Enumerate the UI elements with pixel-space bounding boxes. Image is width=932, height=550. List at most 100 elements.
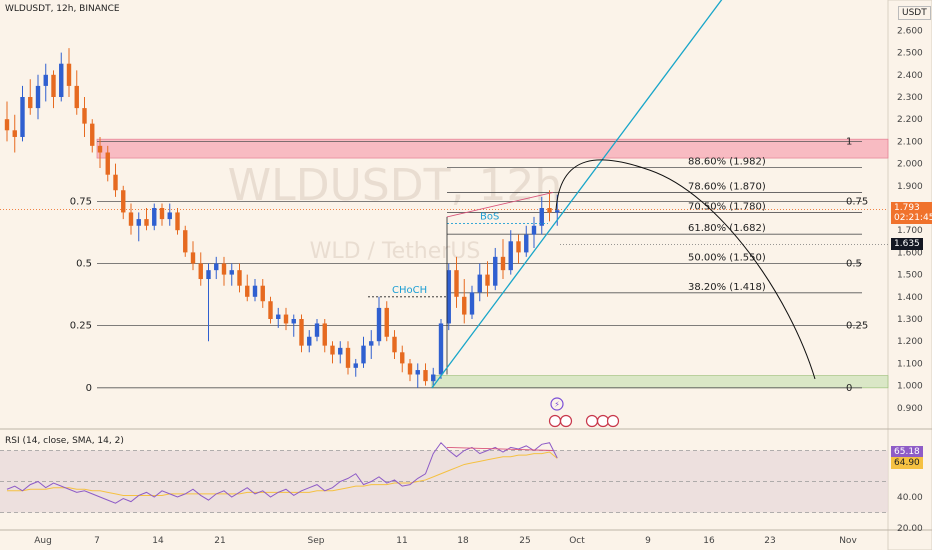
fib-right-label-3: 0.75	[846, 196, 868, 207]
fib-left-label-9: 0	[86, 383, 92, 394]
candle-body-67	[524, 234, 529, 253]
price-tick-3: 2.300	[897, 93, 923, 103]
price-tick-14: 1.200	[897, 337, 923, 347]
current-price-value: 1.793	[894, 203, 920, 213]
candle-body-35	[276, 314, 281, 319]
candle-body-19	[152, 208, 157, 226]
current-price-tag: 1.793 02:21:45	[891, 202, 932, 224]
time-label-4: Sep	[308, 536, 325, 546]
candle-body-46	[361, 345, 366, 364]
candle-body-12	[97, 145, 103, 153]
candle-body-44	[345, 347, 351, 368]
rsi-value-tag: 65.18	[891, 446, 923, 458]
candle-body-10	[82, 108, 87, 124]
candle-body-63	[493, 256, 498, 286]
price-tick-9: 1.700	[897, 226, 923, 236]
time-label-6: 18	[457, 536, 469, 546]
candle-body-51	[400, 352, 405, 364]
candle-body-2	[20, 97, 25, 137]
candle-body-20	[159, 208, 165, 220]
candle-body-8	[66, 63, 72, 86]
candle-body-59	[462, 296, 467, 315]
price-tick-16: 1.000	[897, 382, 923, 392]
watermark-main: WLDUSDT, 12h	[228, 160, 563, 211]
supply-zone	[96, 138, 889, 159]
candle-body-14	[113, 174, 118, 191]
price-tick-2: 2.400	[897, 71, 923, 81]
candle-body-47	[369, 341, 374, 346]
fib-left-label-3: 0.75	[70, 196, 92, 207]
time-label-0: Aug	[34, 536, 52, 546]
fib-right-label-8: 0.25	[846, 321, 868, 332]
candle-body-52	[407, 363, 413, 375]
fib-text-5: 61.80% (1.682)	[688, 223, 766, 234]
candle-body-70	[547, 208, 552, 213]
candle-body-69	[539, 208, 544, 226]
candle-body-18	[144, 219, 149, 226]
candle-body-62	[485, 274, 490, 286]
time-label-10: 16	[703, 536, 715, 546]
candle-body-16	[128, 212, 134, 226]
candle-body-0	[4, 119, 10, 131]
rsi-tick-2: 20.00	[897, 524, 923, 534]
price-tick-0: 2.600	[897, 26, 923, 36]
candle-body-17	[136, 219, 141, 226]
candle-body-23	[183, 230, 188, 253]
rsi-divergence-line	[446, 446, 554, 451]
rsi-sma-line	[7, 451, 558, 496]
price-tick-17: 0.900	[897, 404, 923, 414]
watermark-sub: WLD / TetherUS	[310, 239, 481, 264]
candle-body-71	[555, 210, 560, 213]
candle-body-5	[43, 74, 48, 86]
candle-body-25	[198, 263, 203, 280]
wedge-top-line	[446, 192, 554, 218]
candle-body-4	[35, 85, 41, 109]
candle-body-13	[105, 152, 110, 175]
candle-body-66	[516, 241, 521, 253]
candle-body-15	[121, 190, 126, 213]
candle-body-30	[237, 270, 242, 286]
price-tick-4: 2.200	[897, 115, 923, 125]
demand-zone	[431, 375, 889, 389]
uptrend-line	[431, 0, 723, 389]
candle-body-68	[531, 225, 537, 235]
symbol-title: WLDUSDT, 12h, BINANCE	[5, 4, 120, 14]
price-tick-7: 1.900	[897, 182, 923, 192]
choch-label: CHoCH	[392, 285, 427, 296]
candle-body-48	[376, 307, 382, 342]
candle-body-54	[423, 370, 428, 382]
price-tick-5: 2.100	[897, 137, 923, 147]
fib-text-6: 50.00% (1.550)	[688, 253, 766, 264]
lightning-glyph-icon: ⚡	[554, 400, 560, 409]
fib-text-2: 78.60% (1.870)	[688, 181, 766, 192]
candle-body-31	[245, 285, 250, 297]
candle-body-29	[229, 270, 234, 275]
candle-body-43	[338, 347, 343, 355]
candle-body-1	[12, 130, 17, 137]
candle-body-61	[477, 274, 482, 293]
price-tick-15: 1.100	[897, 359, 923, 369]
candle-body-64	[500, 256, 506, 271]
candle-body-28	[221, 263, 227, 275]
price-tick-12: 1.400	[897, 293, 923, 303]
candle-body-53	[415, 370, 420, 375]
price-tick-6: 2.000	[897, 160, 923, 170]
price-tick-10: 1.600	[897, 248, 923, 258]
fib-left-label-6: 0.5	[76, 259, 92, 270]
bos-label: BoS	[480, 212, 499, 223]
candle-body-58	[454, 270, 459, 297]
time-label-8: Oct	[569, 536, 585, 546]
candle-body-55	[431, 374, 436, 382]
currency-label[interactable]: USDT	[898, 6, 931, 20]
countdown-value: 02:21:45	[894, 213, 932, 223]
candle-body-26	[206, 270, 211, 280]
main-pane	[0, 0, 888, 428]
fib-left-label-8: 0.25	[70, 321, 92, 332]
candle-body-24	[190, 252, 196, 264]
candle-body-37	[291, 319, 296, 324]
price-tick-13: 1.300	[897, 315, 923, 325]
time-label-12: Nov	[839, 536, 857, 546]
fib-text-7: 38.20% (1.418)	[688, 282, 766, 293]
line-price-tag: 1.635	[891, 238, 923, 250]
